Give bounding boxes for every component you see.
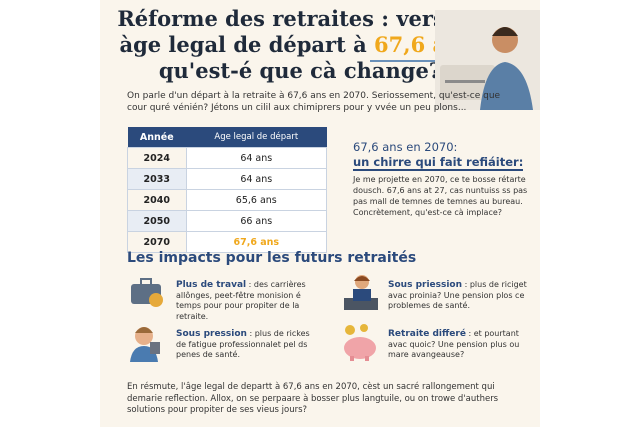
conclusion: En résmute, l'âge legal de departt à 67,… — [127, 382, 499, 415]
title: Réforme des retraites : vers un àge lega… — [100, 6, 500, 84]
impact-title: Sous pression — [176, 329, 247, 339]
section-title: Les impacts pour les futurs retraités — [127, 250, 417, 266]
photo — [435, 10, 540, 110]
cell: 2033 — [127, 168, 187, 190]
impact-text: : et pourtant avac quoic? Une pension pl… — [388, 329, 520, 359]
table: Année Age legal de départ 2024 64 ans 2033… — [127, 127, 328, 253]
header-cell: Age legal de départ — [186, 127, 327, 148]
icon-briefcase — [131, 278, 163, 307]
title-line: Réforme des retraites : vers un — [117, 6, 483, 31]
icon-tired-person — [130, 327, 160, 362]
impact-text: : plus de riciget avac proinia? Une pens… — [388, 280, 527, 310]
side-title: 67,6 ans en 2070: — [353, 140, 458, 154]
cell: 67,6 ans — [185, 231, 328, 253]
impact-title: Retraite differé — [388, 329, 466, 339]
impact-text: : plus de rickes de fatigue professionna… — [176, 329, 310, 359]
table-row: 2040 65,6 ans — [127, 189, 328, 211]
impact-text: : des carrières allônges, peet-fêtre mon… — [176, 280, 306, 321]
impact-item: Plus de traval : des carrières allônges,… — [176, 280, 316, 322]
impact-item: Retraite differé : et pourtant avac quoi… — [388, 329, 528, 361]
icon-piggy-bank — [344, 324, 376, 361]
cell: 2050 — [127, 210, 187, 232]
side-subtitle: un chirre qui fait refiáiter: — [353, 155, 524, 171]
intro: On parle d'un départ à la retraite à 67,… — [127, 91, 501, 113]
cell: 2024 — [127, 147, 187, 169]
table-row: 2024 64 ans — [127, 147, 328, 169]
infographic: Réforme des retraites : vers un àge lega… — [100, 0, 540, 427]
cell: 65,6 ans — [185, 189, 328, 211]
impact-title: Plus de traval — [176, 280, 247, 290]
title-line: qu'est-é que cà change? — [158, 58, 442, 83]
icon-person-desk — [344, 275, 378, 310]
cell: 64 ans — [185, 168, 328, 190]
impact-item: Sous priession : plus de riciget avac pr… — [388, 280, 528, 312]
side-body: Je me projette en 2070, ce te bosse réta… — [353, 175, 528, 217]
table-row: 2070 67,6 ans — [127, 231, 328, 253]
cell: 64 ans — [185, 147, 328, 169]
cell: 2040 — [127, 189, 187, 211]
header-cell: Année — [127, 127, 187, 148]
cell: 66 ans — [185, 210, 328, 232]
impact-item: Sous pression : plus de rickes de fatigu… — [176, 329, 316, 361]
table-row: 2050 66 ans — [127, 210, 328, 232]
table-row: 2033 64 ans — [127, 168, 328, 190]
title-text: àge legal de départ à — [119, 32, 375, 57]
table-header: Année Age legal de départ — [127, 127, 327, 148]
impact-title: Sous priession — [388, 280, 463, 290]
cell: 2070 — [127, 231, 187, 253]
